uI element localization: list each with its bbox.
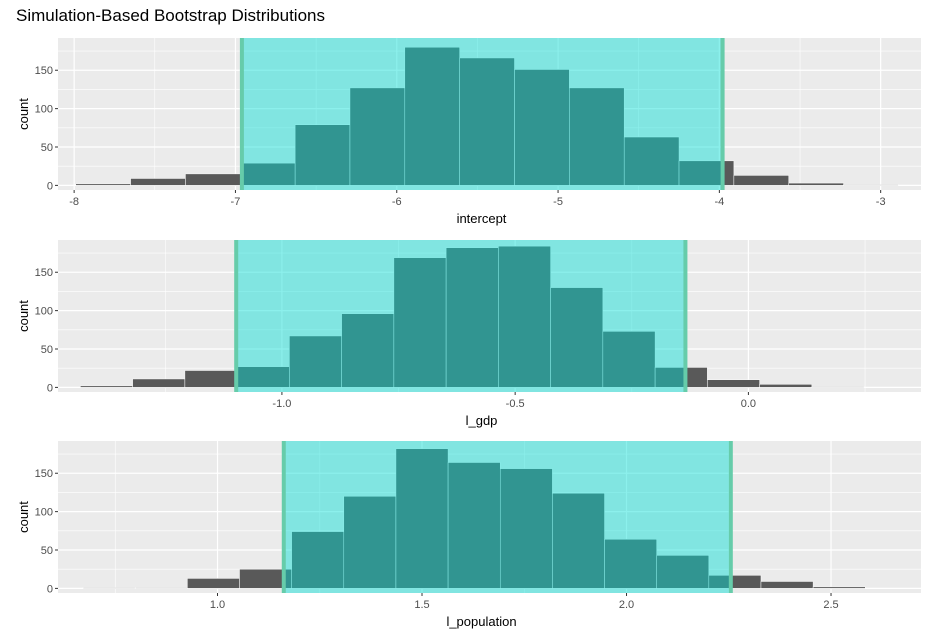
histogram-bar bbox=[678, 160, 735, 186]
histogram-bar bbox=[291, 531, 345, 589]
histogram-bar bbox=[812, 586, 866, 589]
confidence-interval-shade bbox=[283, 441, 731, 593]
histogram-panel-l-population: 0 50 100 150 1.0 1.5 2.0 2.5 l_population count bbox=[16, 441, 921, 629]
x-tick-label: 1.5 bbox=[414, 599, 429, 611]
histogram-bar bbox=[343, 496, 397, 589]
histogram-bar bbox=[733, 175, 789, 186]
histogram-bar bbox=[552, 492, 605, 589]
histogram-panel-l-gdp: 0 50 100 150 -1.0 -0.5 0.0 l_gdp count bbox=[16, 240, 921, 428]
x-tick-label: -5 bbox=[553, 196, 563, 208]
histogram-bar bbox=[569, 87, 625, 186]
histogram-bar bbox=[654, 367, 708, 388]
histogram-bar bbox=[843, 184, 899, 186]
page-title: Simulation-Based Bootstrap Distributions bbox=[16, 6, 325, 25]
y-axis-label: count bbox=[16, 300, 31, 332]
x-axis-label: intercept bbox=[457, 211, 507, 226]
histogram-bar bbox=[760, 581, 814, 589]
histogram-bar bbox=[289, 335, 342, 388]
x-tick-label: -4 bbox=[714, 196, 724, 208]
y-tick-label: 50 bbox=[41, 344, 53, 356]
histogram-bar bbox=[811, 386, 865, 388]
histogram-bar bbox=[602, 331, 656, 388]
histogram-bar bbox=[445, 247, 499, 388]
histogram-bar bbox=[498, 245, 551, 388]
x-axis-label: l_gdp bbox=[466, 413, 498, 428]
y-tick-label: 0 bbox=[47, 583, 53, 595]
y-tick-label: 100 bbox=[35, 104, 53, 116]
histogram-bar bbox=[187, 578, 240, 589]
histogram-bar bbox=[707, 379, 760, 388]
y-tick-label: 0 bbox=[47, 382, 53, 394]
histogram-bar bbox=[447, 462, 501, 589]
x-tick-label: -8 bbox=[69, 196, 79, 208]
histogram-panel-intercept: 0 50 100 150 -8 -7 -6 -5 -4 -3 intercept count bbox=[16, 38, 921, 226]
histogram-bar bbox=[294, 124, 351, 186]
x-axis-label: l_population bbox=[446, 614, 516, 629]
y-tick-label: 50 bbox=[41, 545, 53, 557]
histogram-bar bbox=[349, 87, 406, 186]
x-tick-label: 1.0 bbox=[210, 599, 225, 611]
histogram-bar bbox=[623, 136, 680, 186]
x-tick-label: -3 bbox=[876, 196, 886, 208]
y-tick-label: 0 bbox=[47, 180, 53, 192]
histogram-bar bbox=[550, 287, 604, 388]
x-tick-label: 2.0 bbox=[619, 599, 634, 611]
x-tick-label: 0.0 bbox=[741, 398, 756, 410]
y-axis-label: count bbox=[16, 98, 31, 130]
histogram-bar bbox=[514, 69, 570, 186]
y-tick-label: 150 bbox=[35, 65, 53, 77]
histogram-bar bbox=[75, 183, 131, 186]
histogram-bar bbox=[82, 587, 136, 589]
confidence-interval-shade bbox=[236, 240, 686, 392]
histogram-bar bbox=[130, 178, 186, 186]
x-tick-label: -0.5 bbox=[506, 398, 525, 410]
histogram-bar bbox=[185, 173, 241, 186]
y-tick-label: 100 bbox=[35, 306, 53, 318]
y-tick-label: 100 bbox=[35, 507, 53, 519]
y-axis-label: count bbox=[16, 501, 31, 533]
x-tick-label: -6 bbox=[392, 196, 402, 208]
y-tick-label: 150 bbox=[35, 468, 53, 480]
x-tick-label: -7 bbox=[231, 196, 241, 208]
y-tick-label: 50 bbox=[41, 142, 53, 154]
x-tick-label: 2.5 bbox=[823, 599, 838, 611]
y-tick-label: 150 bbox=[35, 267, 53, 279]
histogram-bar bbox=[184, 370, 238, 388]
histogram-bar bbox=[404, 46, 460, 186]
histogram-bar bbox=[604, 539, 657, 589]
histogram-bar bbox=[132, 378, 186, 388]
confidence-interval-shade bbox=[241, 38, 723, 190]
histogram-bar bbox=[656, 555, 710, 589]
histogram-bar bbox=[80, 385, 133, 388]
histogram-bar bbox=[395, 448, 449, 589]
histogram-bar bbox=[459, 57, 515, 186]
histogram-bar bbox=[341, 313, 395, 388]
histogram-bar bbox=[788, 182, 844, 186]
histogram-bar bbox=[134, 587, 188, 589]
histogram-bar bbox=[393, 257, 447, 388]
histogram-bar bbox=[759, 384, 813, 388]
x-tick-label: -1.0 bbox=[272, 398, 291, 410]
